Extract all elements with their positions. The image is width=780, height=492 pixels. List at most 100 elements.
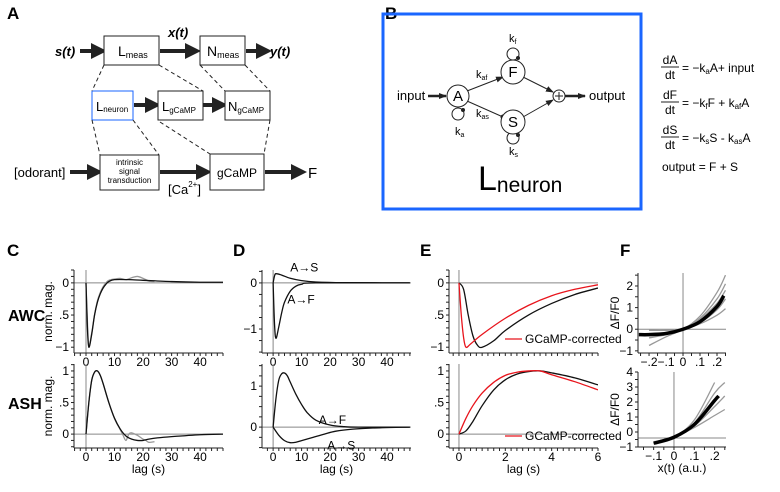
y-tick-label: −1 (430, 340, 444, 354)
x-tick-label: 0 (83, 450, 90, 464)
series-line (85, 370, 155, 444)
eq-denominator: dt (665, 68, 676, 82)
series-line (458, 282, 598, 349)
y-tick-label: 0 (62, 427, 69, 441)
series-line (85, 370, 223, 442)
y-tick-label: .5 (434, 396, 444, 410)
legend-label: GCaMP-corrected (525, 429, 622, 443)
y-tick-label: .5 (59, 308, 69, 322)
intrinsic-box (99, 154, 160, 191)
y-tick-label: 2 (626, 279, 633, 293)
ka-label: ka (455, 126, 465, 139)
row-label-awc: AWC (8, 308, 46, 325)
odorant-label: [odorant] (14, 165, 65, 180)
series-label: A→F (319, 413, 346, 427)
x-tick-label: .2 (710, 449, 720, 463)
x-tick-label: 0 (270, 355, 277, 369)
x-axis-label: x(t) (a.u.) (658, 461, 707, 475)
series-label: A→S (290, 260, 318, 274)
kas-label: kas (476, 108, 489, 121)
lmeas-label: Lmeas (118, 43, 148, 60)
panel-label-d: D (233, 241, 245, 260)
node-a-label: A (453, 88, 463, 105)
x-tick-label: 30 (352, 450, 366, 464)
y-tick-label: 0 (437, 276, 444, 290)
x-tick-label: 40 (193, 355, 207, 369)
gcamp-label: gCaMP (217, 166, 257, 180)
arrow (522, 76, 554, 93)
node-a (446, 84, 470, 108)
series-label: A→F (287, 293, 314, 307)
x-tick-label: 40 (380, 450, 394, 464)
panel-a: A s(t) Lmeas x(t) Nmeas y(t) Lneuron LgC… (7, 4, 317, 197)
y-tick-label: 1 (626, 410, 633, 424)
panel-label-e: E (420, 241, 431, 260)
x-tick-label: 20 (136, 450, 150, 464)
y-tick-label: 2 (626, 395, 633, 409)
x-tick-label: 6 (595, 450, 602, 464)
x-tick-label: .1 (695, 355, 705, 369)
series-line (648, 274, 726, 347)
lneuron-box (91, 90, 134, 121)
x-tick-label: 0 (270, 450, 277, 464)
series-line (85, 275, 155, 347)
chart-e-ash: 0 2 4 6 1 .5 0 lag (s) GCaMP-corrected (434, 364, 622, 476)
eq-rhs: = −kaA+ input (682, 61, 755, 76)
arrow-af (466, 76, 504, 92)
self-loop-a (451, 107, 465, 121)
series-line (653, 382, 726, 444)
x-tick-label: 30 (165, 450, 179, 464)
series-line (272, 282, 410, 339)
plus-icon (555, 92, 563, 100)
kaf-label: kaf (476, 69, 487, 82)
x-tick-label: 10 (295, 450, 309, 464)
y-tick-label: −1 (243, 322, 257, 336)
y-axis-label: ΔF/F0 (608, 296, 622, 329)
node-s (500, 109, 526, 135)
series-line (85, 278, 223, 348)
node-s-label: S (508, 114, 518, 131)
eq-denominator: dt (665, 103, 676, 117)
f-label: F (308, 165, 317, 182)
y-tick-label: 0 (626, 322, 633, 336)
x-axis-label: lag (s) (320, 462, 353, 476)
lneuron-model-box (381, 12, 643, 211)
y-tick-label: 1 (250, 379, 257, 393)
x-tick-label: 0 (456, 450, 463, 464)
x-tick-label: −.1 (645, 449, 662, 463)
signal-x-label: x(t) (167, 25, 188, 40)
x-tick-label: 10 (108, 355, 122, 369)
x-tick-label: −.2 (641, 355, 658, 369)
y-tick-label: −1 (619, 344, 633, 358)
lgcamp-label: LgCaMP (162, 99, 196, 115)
y-tick-label: 1 (626, 301, 633, 315)
x-tick-label: 20 (323, 450, 337, 464)
intrinsic-label: intrinsic signal transduction (108, 158, 152, 185)
x-tick-label: 0 (671, 449, 678, 463)
legend-label: GCaMP-corrected (525, 332, 622, 346)
series-line (653, 394, 720, 445)
x-tick-label: 0 (680, 355, 687, 369)
x-tick-label: −.1 (658, 355, 675, 369)
lneuron-label: Lneuron (96, 99, 128, 114)
y-tick-label: −1 (55, 340, 69, 354)
series-label: A→S (327, 439, 355, 453)
panel-label-f: F (620, 241, 630, 260)
x-tick-label: 30 (352, 355, 366, 369)
y-tick-label: 4 (626, 365, 633, 379)
x-tick-label: 40 (193, 450, 207, 464)
x-tick-label: 2 (502, 450, 509, 464)
y-tick-label: 0 (250, 276, 257, 290)
calcium-label: [Ca2+] (168, 180, 201, 197)
arrow (522, 99, 554, 118)
eq-numerator: dA (663, 53, 678, 67)
y-tick-label: .5 (59, 396, 69, 410)
output-equation: output = F + S (662, 160, 738, 174)
chart-e-awc: 0 .5 −1 GCaMP-corrected (430, 269, 622, 356)
lgcamp-box (157, 90, 204, 121)
x-tick-label: 0 (83, 355, 90, 369)
